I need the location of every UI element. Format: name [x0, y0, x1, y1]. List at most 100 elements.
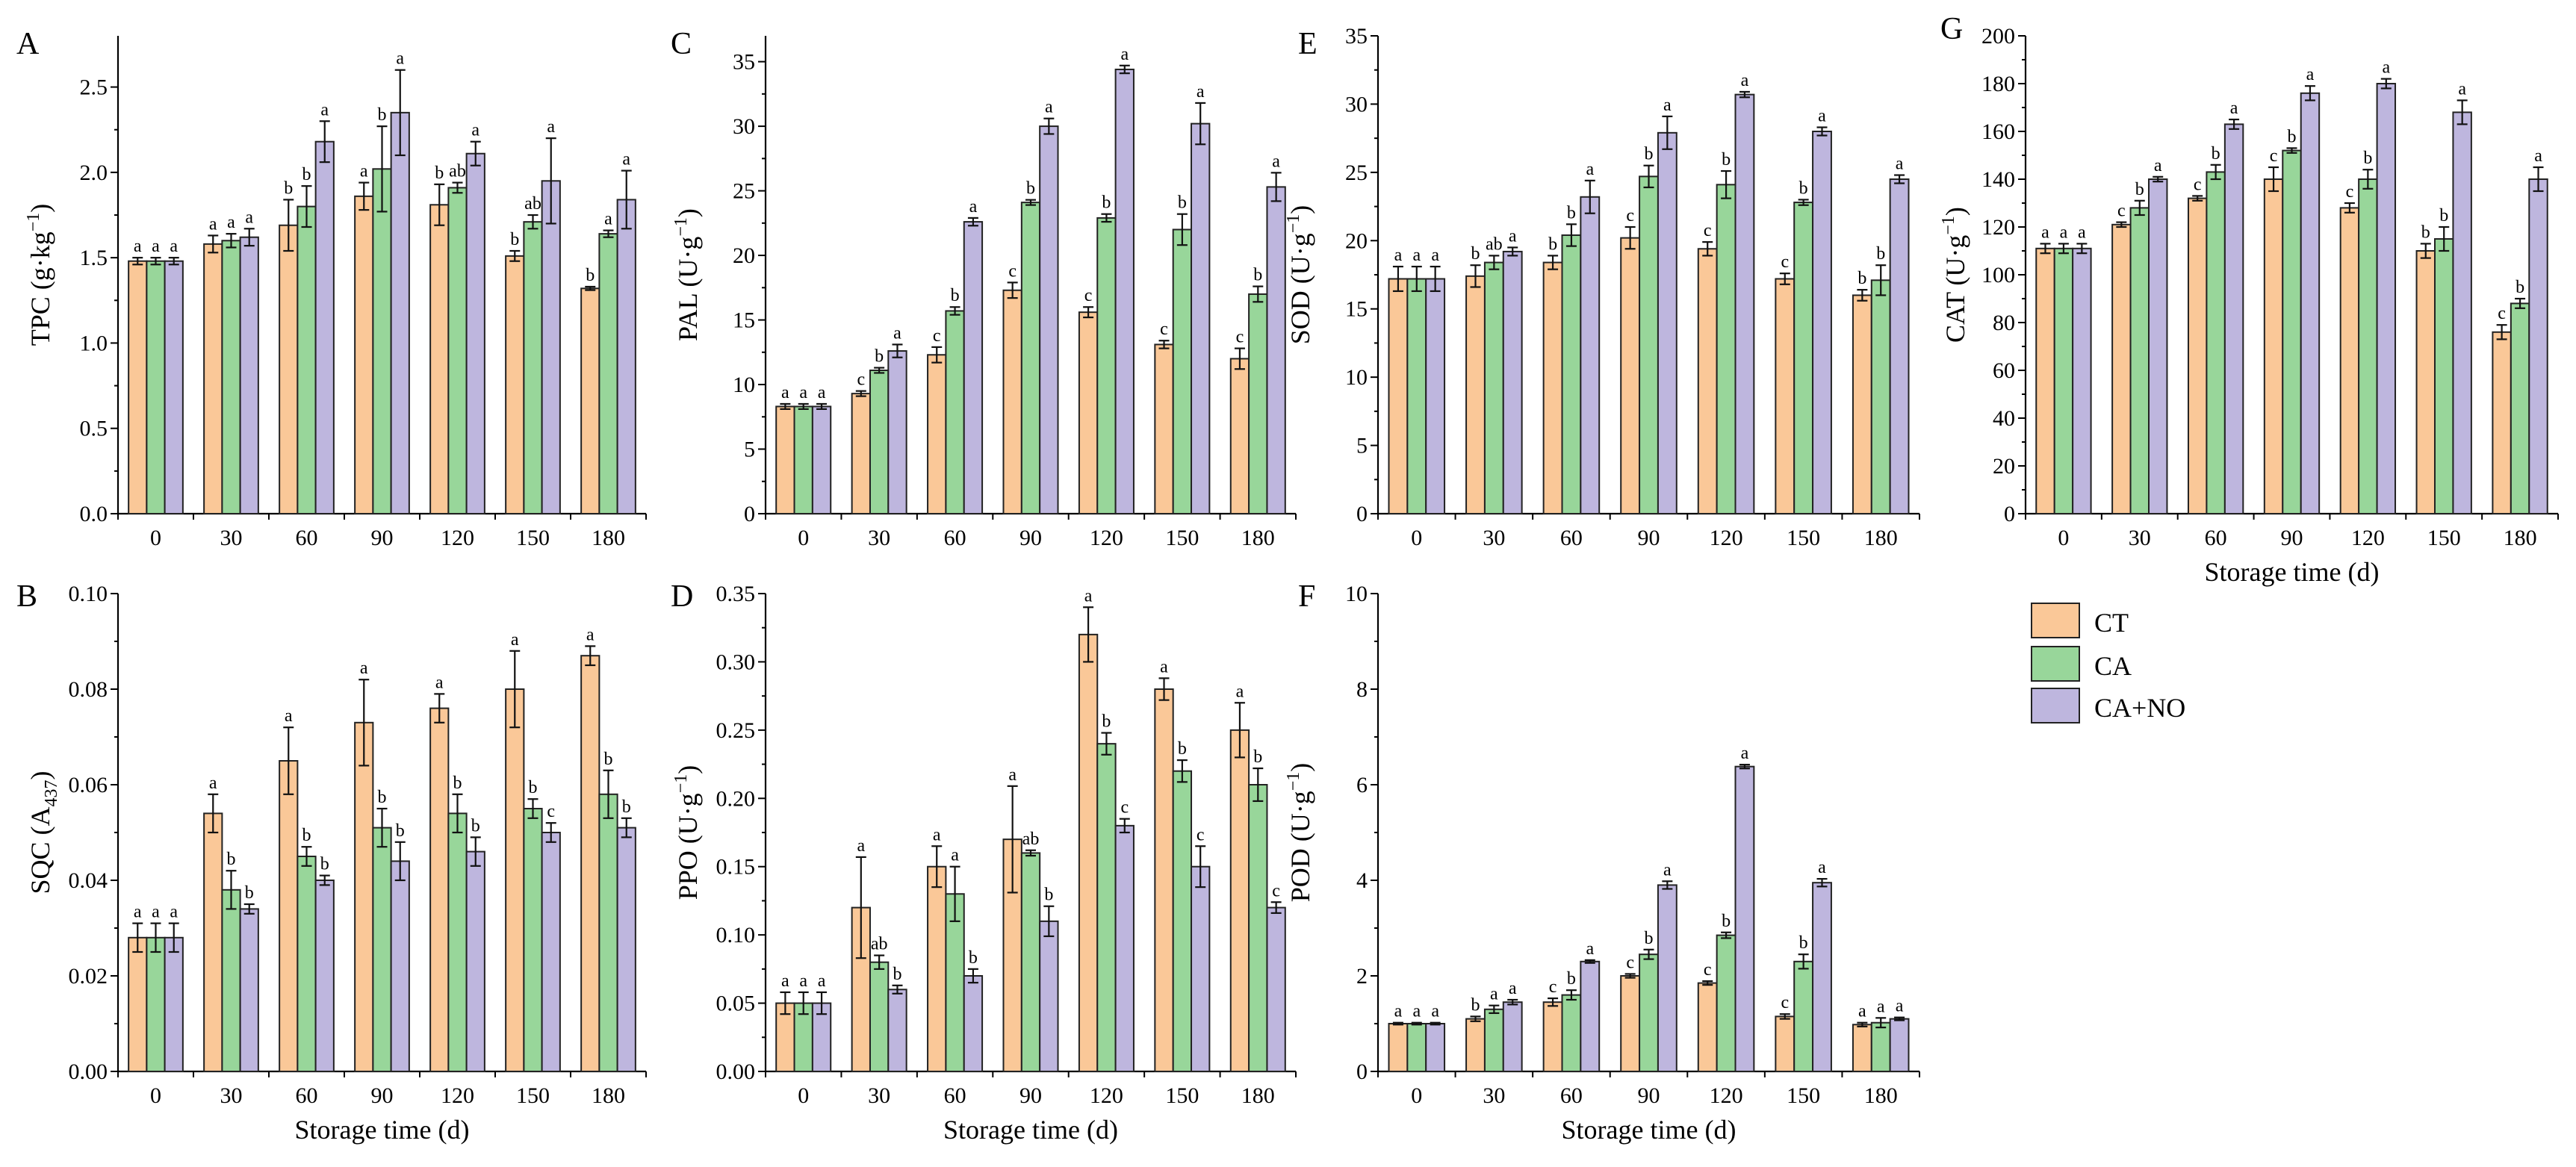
y-tick-label: 0.10 — [716, 923, 756, 947]
significance-label: b — [2516, 278, 2524, 297]
bar — [2148, 178, 2168, 514]
bar — [2433, 238, 2454, 514]
bar — [1229, 729, 1250, 1072]
bar — [239, 236, 259, 514]
significance-label: c — [933, 326, 941, 346]
bar — [146, 936, 166, 1073]
y-tick-label: 0.00 — [69, 1059, 108, 1084]
bar — [1542, 261, 1563, 514]
significance-label: a — [1394, 1002, 1403, 1021]
bar — [1775, 278, 1796, 514]
y-tick-label: 0 — [1356, 1059, 1368, 1084]
y-tick-label: 35 — [733, 50, 755, 75]
significance-label: a — [1431, 1002, 1439, 1021]
y-tick-label: 10 — [1345, 582, 1368, 606]
significance-label: a — [933, 825, 941, 844]
significance-label: a — [781, 971, 789, 991]
significance-label: b — [622, 797, 631, 817]
significance-label: a — [360, 162, 368, 181]
bar — [1542, 1001, 1563, 1072]
bar — [1697, 982, 1718, 1072]
y-tick-label: 40 — [1993, 406, 2015, 431]
significance-label: b — [1722, 150, 1731, 169]
significance-label: a — [1818, 107, 1826, 126]
bar — [2358, 178, 2378, 514]
significance-label: a — [1858, 1002, 1866, 1021]
panel-A: A 0.0 0.5 1.0 1.5 2.0 2.5 TPC (g·kg−1) 0 30 60 90 12… — [16, 27, 647, 550]
y-axis-title-main: CAT (U·g — [1940, 235, 1970, 343]
significance-label: a — [152, 903, 160, 922]
significance-label: c — [2270, 146, 2278, 166]
bar — [1248, 784, 1268, 1072]
significance-label: b — [320, 855, 329, 874]
bar — [390, 111, 410, 515]
significance-label: b — [1253, 266, 1262, 285]
panel-G: G 0 20 40 60 80 100 120 140 160 180 200 CAT (U·g−1) 0… — [1939, 12, 2559, 587]
bar — [793, 405, 813, 514]
significance-label: c — [1781, 993, 1789, 1012]
significance-label: a — [511, 630, 519, 650]
y-tick-label: 1.0 — [80, 331, 108, 355]
x-tick-label: 90 — [2281, 526, 2303, 550]
significance-label: a — [1877, 997, 1885, 1016]
bar — [1266, 186, 1286, 514]
x-tick-label: 150 — [1165, 526, 1199, 550]
significance-label: a — [1412, 246, 1421, 265]
significance-label: a — [857, 836, 865, 856]
significance-label: a — [2382, 58, 2390, 78]
bar — [279, 760, 299, 1072]
x-tick-label: 180 — [1864, 526, 1898, 550]
bar — [505, 688, 525, 1072]
significance-label: b — [471, 816, 480, 835]
bar — [1483, 261, 1504, 514]
significance-label: ab — [1486, 234, 1503, 254]
y-tick-label: 25 — [733, 179, 755, 204]
significance-label: c — [2498, 304, 2506, 323]
y-tick-label: 0.15 — [716, 855, 756, 880]
y-tick-label: 2.0 — [80, 161, 108, 185]
significance-label: a — [2306, 65, 2315, 84]
legend: CT CA CA+NO — [2031, 603, 2185, 723]
y-axis-title-sup: −1 — [1284, 214, 1303, 234]
significance-label: a — [360, 659, 368, 678]
panel-letter: G — [1940, 12, 1963, 46]
significance-label: b — [875, 347, 884, 367]
significance-label: a — [781, 383, 789, 402]
significance-label: a — [1236, 682, 1244, 701]
bar — [1620, 237, 1641, 514]
x-tick-label: 90 — [371, 526, 394, 550]
significance-label: a — [799, 383, 807, 402]
significance-label: c — [2117, 202, 2126, 221]
bar — [1039, 920, 1059, 1073]
significance-label: b — [951, 286, 960, 305]
panel-letter: E — [1298, 27, 1318, 61]
bar — [1172, 770, 1193, 1072]
x-tick-label: 30 — [868, 1083, 890, 1108]
significance-label: b — [2439, 206, 2448, 225]
significance-label: c — [1084, 286, 1093, 305]
y-axis-title-end: ) — [25, 204, 55, 213]
significance-label: b — [435, 164, 444, 183]
bar — [1716, 934, 1737, 1072]
bar — [1248, 293, 1268, 514]
panel-letter: B — [16, 579, 37, 614]
y-axis-title: CAT (U·g−1) — [1939, 207, 1970, 343]
y-tick-label: 0.02 — [69, 964, 108, 989]
significance-label: b — [453, 774, 462, 793]
bar — [2206, 171, 2226, 514]
x-tick-label: 60 — [1560, 1083, 1583, 1108]
x-tick-label: 0 — [150, 1083, 161, 1108]
bar — [1154, 343, 1174, 514]
significance-label: b — [378, 105, 387, 125]
y-tick-label: 15 — [1345, 297, 1368, 322]
y-tick-label: 0 — [2004, 502, 2015, 526]
bar — [164, 260, 184, 514]
significance-label: a — [320, 100, 329, 119]
y-tick-label: 10 — [1345, 365, 1368, 390]
bar — [1465, 1018, 1486, 1072]
significance-label: a — [1431, 246, 1439, 265]
y-tick-label: 30 — [733, 114, 755, 139]
significance-label: b — [1857, 269, 1866, 288]
significance-label: a — [2060, 222, 2068, 242]
